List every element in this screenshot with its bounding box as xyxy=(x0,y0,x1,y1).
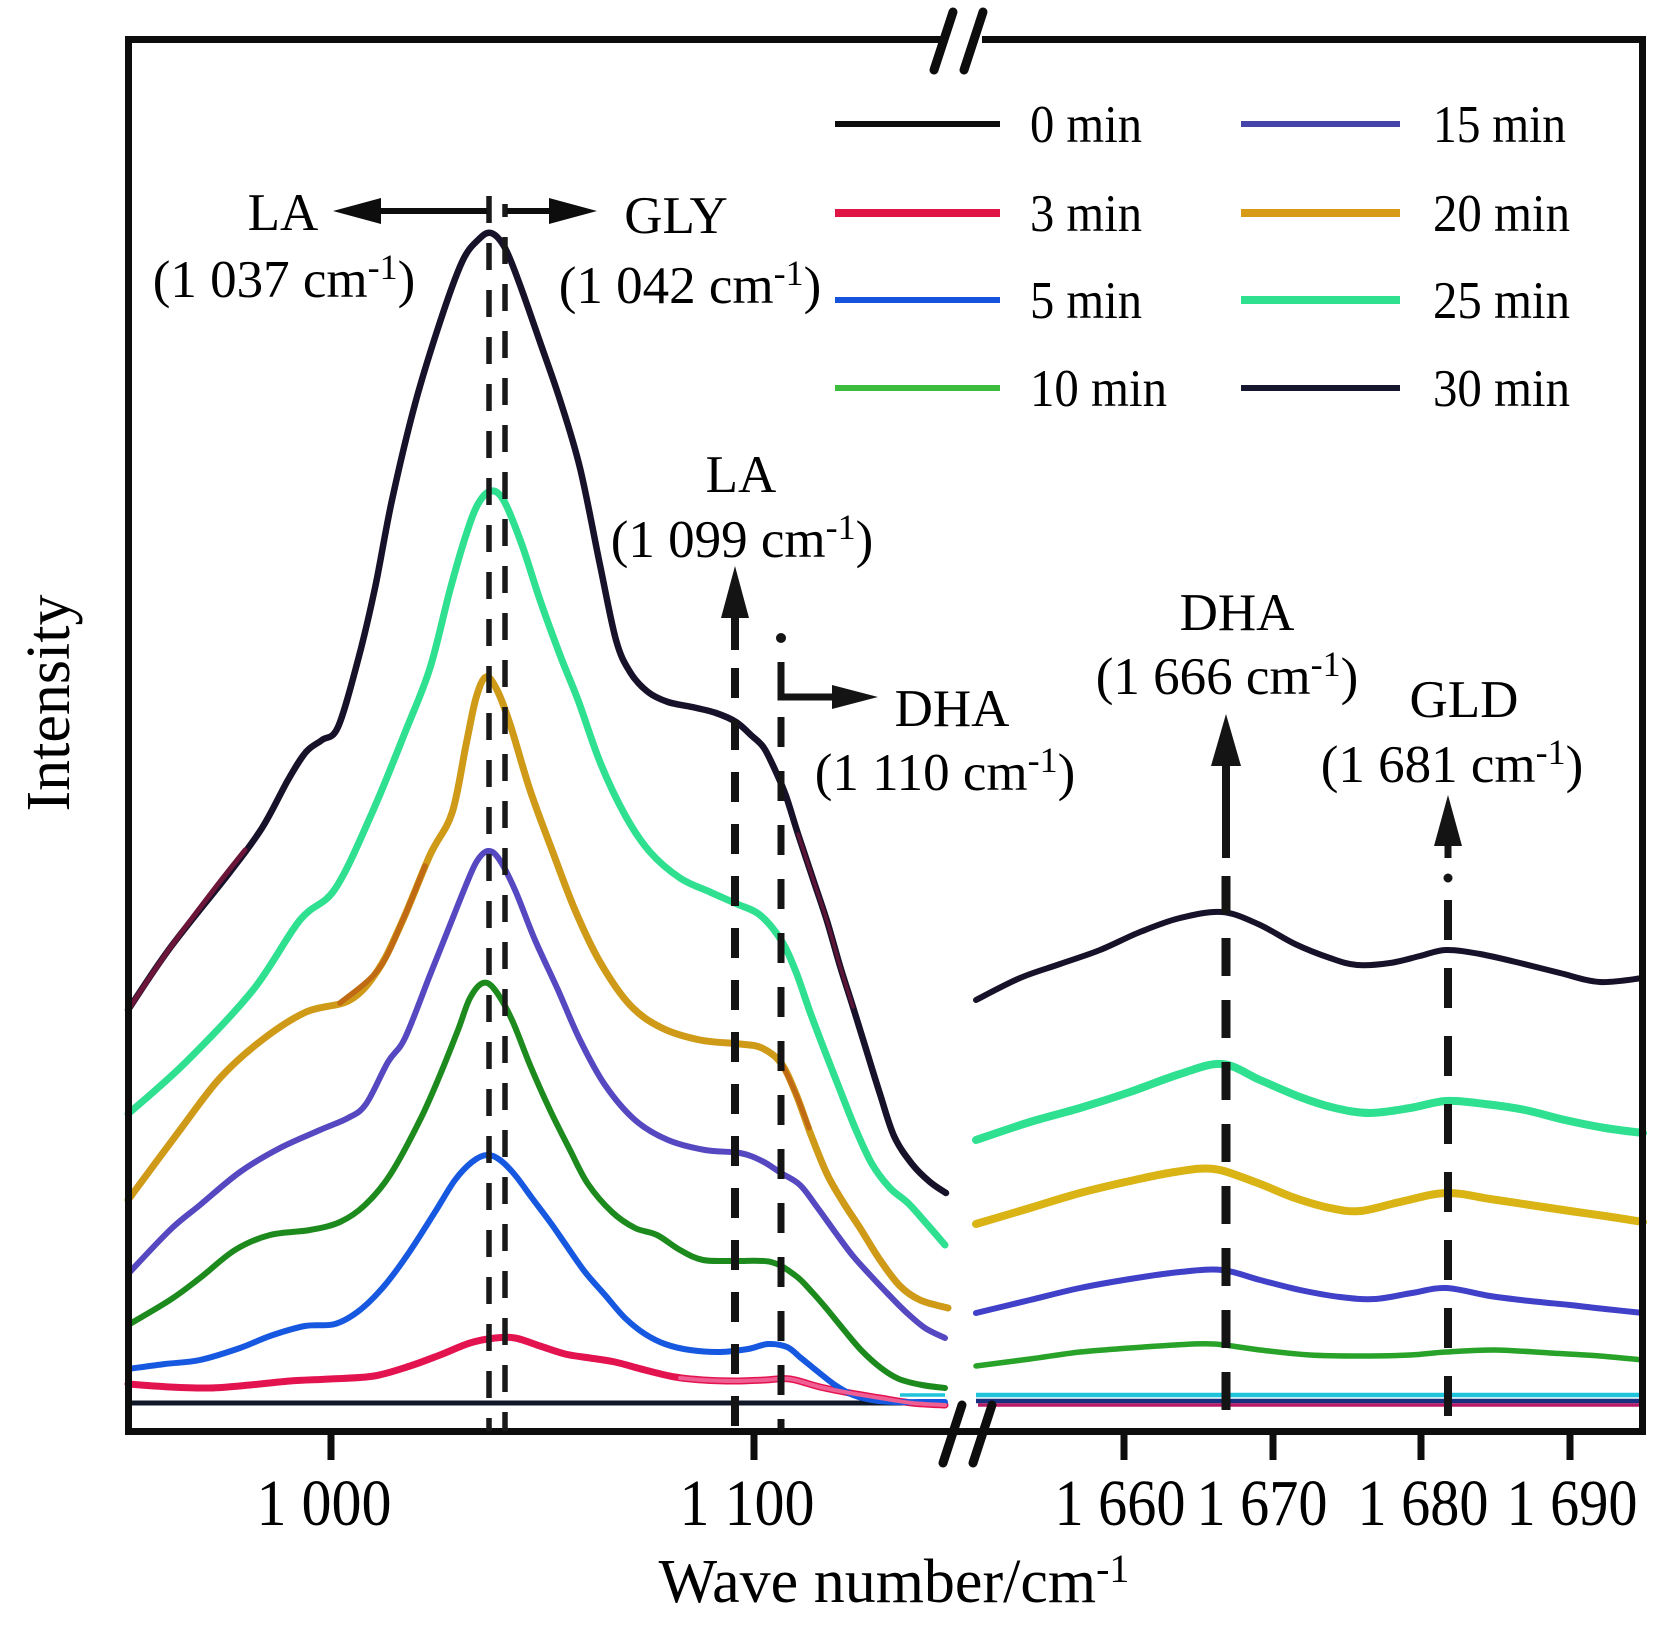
svg-text:DHA: DHA xyxy=(1180,584,1295,642)
svg-text:1 660: 1 660 xyxy=(1055,1467,1186,1540)
svg-text:1 100: 1 100 xyxy=(680,1467,815,1540)
svg-text:0 min: 0 min xyxy=(1030,96,1142,154)
svg-text:20 min: 20 min xyxy=(1433,185,1570,243)
svg-text:10 min: 10 min xyxy=(1030,360,1167,418)
svg-text:1 000: 1 000 xyxy=(257,1467,392,1540)
svg-text:LA: LA xyxy=(248,184,319,242)
svg-text:Wave number/cm-1: Wave number/cm-1 xyxy=(659,1546,1130,1616)
svg-text:(1 681 cm-1): (1 681 cm-1) xyxy=(1321,732,1584,794)
svg-text:30 min: 30 min xyxy=(1433,360,1570,418)
svg-text:1 680: 1 680 xyxy=(1358,1467,1489,1540)
svg-text:GLD: GLD xyxy=(1410,671,1519,729)
svg-text:LA: LA xyxy=(706,446,777,504)
svg-text:Intensity: Intensity xyxy=(15,595,83,812)
svg-text:1 670: 1 670 xyxy=(1197,1467,1328,1540)
svg-text:1 690: 1 690 xyxy=(1507,1467,1638,1540)
svg-text:25 min: 25 min xyxy=(1433,272,1570,330)
svg-text:15 min: 15 min xyxy=(1433,96,1566,154)
svg-text:GLY: GLY xyxy=(624,187,728,245)
svg-text:DHA: DHA xyxy=(895,680,1010,738)
svg-text:3 min: 3 min xyxy=(1030,185,1142,243)
svg-text:5 min: 5 min xyxy=(1030,272,1142,330)
